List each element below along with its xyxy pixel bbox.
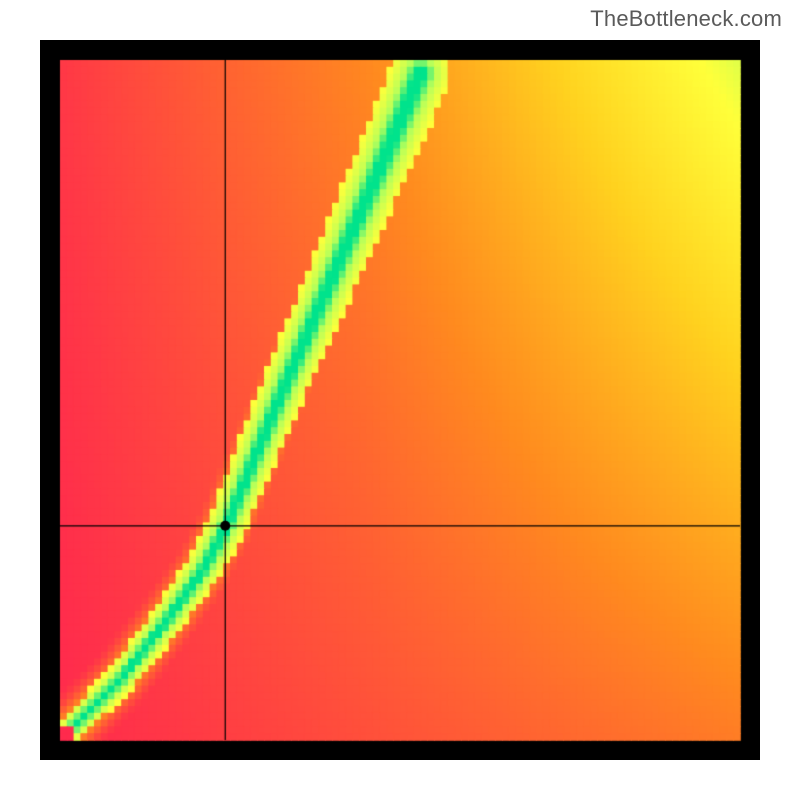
heatmap-canvas	[40, 40, 760, 760]
watermark-text: TheBottleneck.com	[590, 6, 782, 32]
chart-frame	[40, 40, 760, 760]
